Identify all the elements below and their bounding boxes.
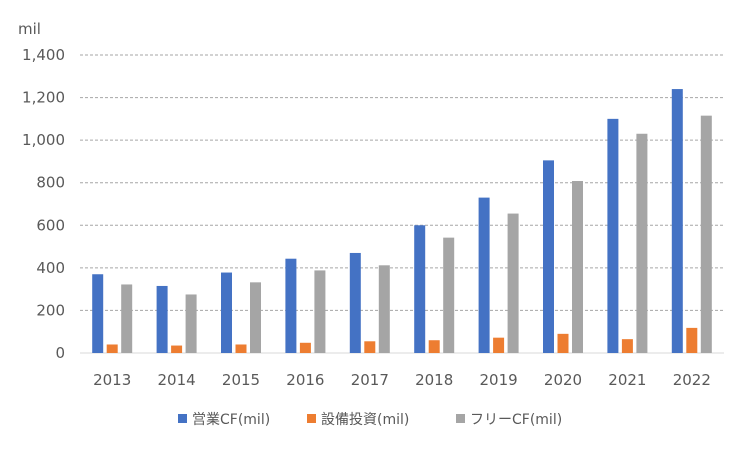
bar [493,337,505,353]
bar [428,340,440,353]
bar [121,284,133,353]
legend-item: 設備投資(mil) [307,412,409,428]
bar [106,344,118,353]
x-tick-label: 2020 [544,371,582,389]
bar [171,345,183,353]
bar [671,89,683,354]
y-tick-label: 400 [36,259,65,277]
bar [636,133,648,353]
bar [349,252,361,353]
y-tick-label: 1,000 [22,131,65,149]
x-tick-label: 2019 [480,371,518,389]
y-tick-label: 0 [55,344,65,362]
bar [378,265,390,353]
bar [543,160,554,353]
bar [557,333,569,353]
bar [92,274,104,353]
legend-label: 設備投資(mil) [321,412,409,428]
legend-swatch [456,414,465,423]
y-axis-unit-label: mil [18,20,41,38]
x-tick-label: 2014 [158,371,196,389]
legend-swatch [178,414,187,423]
y-tick-label: 1,200 [22,89,65,107]
bar [314,270,326,353]
legend-item: 営業CF(mil) [178,412,270,428]
bar [700,115,712,354]
x-tick-label: 2022 [673,371,711,389]
bar [221,272,232,353]
y-tick-label: 600 [36,216,65,234]
bar [250,282,261,353]
x-tick-label: 2021 [608,371,646,389]
y-tick-label: 1,400 [22,46,65,64]
bar [621,339,633,353]
bar [507,213,519,353]
x-tick-label: 2018 [415,371,453,389]
y-tick-label: 200 [36,301,65,319]
legend-swatch [307,414,316,423]
bar [185,294,197,353]
bar [285,258,297,353]
x-tick-label: 2017 [351,371,389,389]
bar [364,341,376,353]
bar [607,118,619,353]
bar [478,197,490,353]
x-tick-label: 2016 [286,371,324,389]
bar [572,181,583,353]
bar [443,237,455,353]
legend-label: フリーCF(mil) [470,412,562,428]
bar [299,342,311,353]
x-tick-label: 2015 [222,371,260,389]
bar [235,344,247,353]
x-tick-label: 2013 [93,371,131,389]
bar [156,285,168,353]
y-tick-label: 800 [36,174,65,192]
legend-item: フリーCF(mil) [456,412,562,428]
legend-label: 営業CF(mil) [192,412,270,428]
bar [686,327,698,353]
bar [414,225,426,353]
